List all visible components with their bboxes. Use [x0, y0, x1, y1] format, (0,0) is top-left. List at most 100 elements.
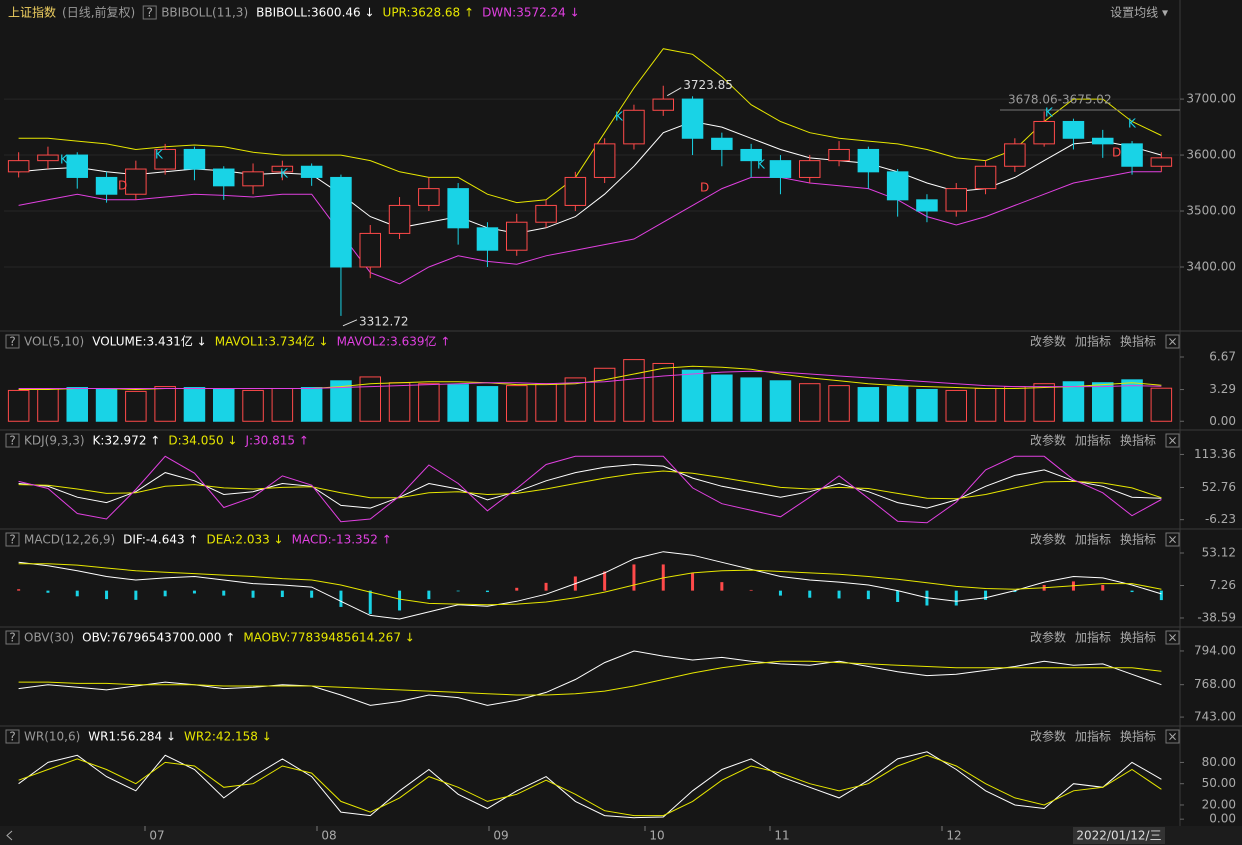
help-box[interactable] [5, 433, 20, 448]
indicator-help[interactable] [142, 5, 157, 20]
candle-body [37, 154, 59, 162]
candle-body [183, 148, 206, 170]
volume-bar [300, 387, 323, 422]
y-tick-label: -38.59 [1197, 610, 1236, 624]
indicator-name: BBIBOLL(11,3) [161, 6, 248, 20]
close-box[interactable] [1165, 334, 1180, 349]
indicator-line [18, 754, 1162, 817]
help-box[interactable] [5, 532, 20, 547]
close-box[interactable] [1165, 532, 1180, 547]
candle-body [886, 171, 909, 201]
candle-body [125, 168, 147, 195]
scroll-left[interactable] [6, 830, 13, 841]
close-box[interactable] [1165, 433, 1180, 448]
y-tick-label: 52.76 [1202, 480, 1236, 494]
signal-marker: K [757, 158, 766, 172]
signal-marker: D [700, 181, 709, 195]
cursor-date: 2022/01/12/三 [1076, 829, 1161, 843]
indicator-line [18, 751, 1162, 819]
candle-body [7, 160, 30, 173]
candle-body [740, 148, 762, 162]
y-tick-label: 53.12 [1202, 546, 1236, 560]
x-tick-label: 07 [149, 829, 164, 843]
y-tick-label: 20.00 [1202, 797, 1236, 811]
volume-bar [37, 388, 59, 422]
indicator-line [18, 463, 1162, 509]
candle-body [212, 168, 235, 187]
panel-button[interactable]: 改参数 [1030, 630, 1066, 645]
candle-body [359, 232, 382, 268]
x-tick-label: 12 [946, 829, 961, 843]
candle-body [418, 188, 440, 206]
indicator-value: WR1:56.284 ↓ [88, 730, 176, 744]
help-box[interactable] [5, 630, 20, 645]
panel-button[interactable]: 加指标 [1075, 630, 1111, 645]
panel-button[interactable]: 加指标 [1075, 729, 1111, 744]
candle-body [1150, 157, 1173, 167]
help-box[interactable] [5, 334, 20, 349]
indicator-value: D:34.050 ↓ [168, 434, 237, 448]
panel-button[interactable]: 加指标 [1075, 433, 1111, 448]
panel-button[interactable]: 换指标 [1120, 334, 1156, 349]
volume-bar [388, 382, 411, 422]
volume-bar [945, 389, 968, 422]
panel-button[interactable]: 改参数 [1030, 729, 1066, 744]
candle-body [535, 204, 557, 223]
candle-body [945, 188, 968, 212]
signal-marker: K [1128, 117, 1137, 131]
volume-bar [1121, 379, 1143, 422]
panel-button[interactable]: 加指标 [1075, 334, 1111, 349]
candle-body [652, 98, 675, 111]
signal-marker: K [155, 148, 164, 162]
help-box[interactable] [5, 729, 20, 744]
candle-body [711, 137, 733, 150]
candle-body [1062, 120, 1085, 139]
volume-bar [798, 383, 821, 422]
low-pointer [342, 319, 358, 327]
close-icon: × [1167, 335, 1177, 349]
volume-bar [242, 389, 264, 422]
settings-button[interactable]: 设置均线 ▾ [1110, 6, 1168, 20]
volume-bar [476, 386, 499, 422]
panel-button[interactable]: 换指标 [1120, 532, 1156, 547]
candle-body [95, 176, 118, 195]
volume-bar [623, 359, 645, 422]
indicator-value: OBV:76796543700.000 ↑ [82, 631, 235, 645]
high-label: 3723.85 [683, 78, 733, 92]
indicator-line [18, 455, 1162, 524]
close-icon: × [1167, 631, 1177, 645]
y-tick-label: 3.29 [1209, 382, 1236, 396]
candle-body [388, 204, 411, 234]
panel-button[interactable]: 改参数 [1030, 532, 1066, 547]
indicator-value: VOLUME:3.431亿 ↓ [92, 334, 207, 349]
panel-button[interactable]: 加指标 [1075, 532, 1111, 547]
y-tick-label: 113.36 [1194, 447, 1236, 461]
panel-button[interactable]: 改参数 [1030, 334, 1066, 349]
volume-bar [359, 376, 382, 422]
signal-marker: K [60, 153, 69, 167]
y-tick-label: 7.26 [1209, 578, 1236, 592]
help-icon: ? [9, 631, 15, 645]
panel-button[interactable]: 换指标 [1120, 630, 1156, 645]
volume-bar [593, 367, 616, 422]
candle-body [66, 154, 89, 178]
volume-bar [66, 387, 89, 422]
volume-bar [330, 380, 352, 422]
indicator-value: J:30.815 ↑ [244, 434, 308, 448]
y-tick-label: 0.00 [1209, 414, 1236, 428]
indicator-value: OBV(30) [24, 631, 74, 645]
range-label: 3678.06-3675.02 [1008, 93, 1112, 107]
close-box[interactable] [1165, 630, 1180, 645]
panel-button[interactable]: 改参数 [1030, 433, 1066, 448]
indicator-value: UPR:3628.68 ↑ [383, 6, 475, 20]
date-box [1073, 827, 1165, 844]
y-tick-label: 743.00 [1194, 710, 1236, 724]
help-icon: ? [9, 730, 15, 744]
close-box[interactable] [1165, 729, 1180, 744]
help-icon: ? [9, 434, 15, 448]
volume-bar [125, 390, 147, 422]
x-tick-label: 09 [493, 829, 508, 843]
panel-button[interactable]: 换指标 [1120, 729, 1156, 744]
x-axis-bar [0, 826, 1242, 845]
panel-button[interactable]: 换指标 [1120, 433, 1156, 448]
